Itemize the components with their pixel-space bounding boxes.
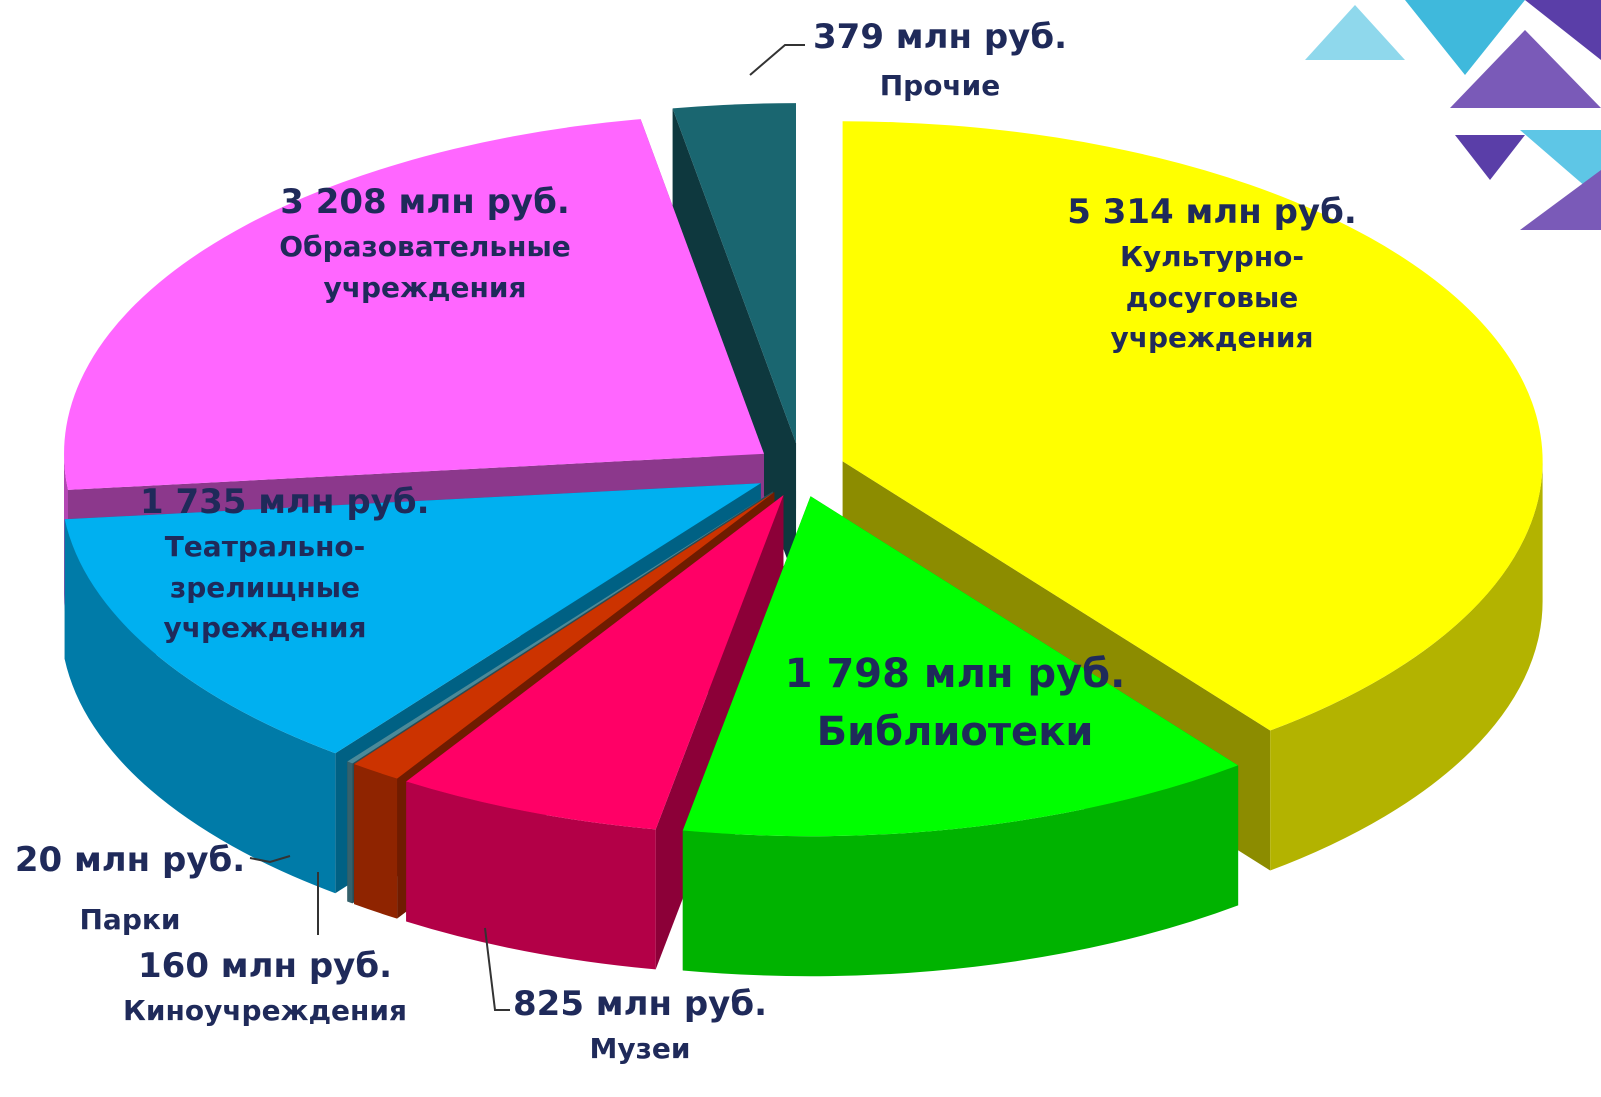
category-label: Театрально-зрелищные учреждения <box>163 530 367 645</box>
category-label: Киноучреждения <box>122 994 407 1028</box>
category-label: Парки <box>79 902 181 936</box>
category-label: Прочие <box>879 69 1001 103</box>
slice <box>347 491 773 764</box>
slice-wall <box>682 765 1239 977</box>
category-label: Культурно-досуговые учреждения <box>1110 240 1314 355</box>
value-label: 20 млн руб. <box>14 840 246 880</box>
label: 1 735 млн руб. Театрально-зрелищные учреж… <box>140 478 430 649</box>
label: 3 208 млн руб. Образовательные учреждения <box>245 178 605 308</box>
label: 1 798 млн руб. Библиотеки <box>745 645 1165 761</box>
slice-wall <box>406 781 656 970</box>
pie <box>64 103 1543 977</box>
slice <box>672 103 797 444</box>
slice <box>842 121 1543 731</box>
slice-wall <box>1270 461 1543 871</box>
slice <box>64 483 761 754</box>
label: 379 млн руб. Прочие <box>790 10 1090 109</box>
leader-lines <box>249 44 805 1011</box>
label: 5 314 млн руб. Культурно-досуговые учрежд… <box>1062 188 1362 359</box>
category-label: Образовательные учреждения <box>279 230 571 304</box>
slice <box>64 119 765 490</box>
slice <box>406 495 784 830</box>
slice <box>354 492 775 779</box>
value-label: 1 798 млн руб. <box>784 651 1126 697</box>
value-label: 825 млн руб. <box>513 984 767 1024</box>
slice-wall <box>64 519 336 894</box>
value-label: 3 208 млн руб. <box>280 182 570 222</box>
label: 20 млн руб. Парки <box>5 828 255 946</box>
slice <box>682 496 1239 837</box>
value-label: 1 735 млн руб. <box>140 482 430 522</box>
slice-wall <box>347 761 353 904</box>
decoration <box>1305 0 1601 230</box>
label: 825 млн руб. Музеи <box>490 980 790 1070</box>
category-label: Музеи <box>589 1032 691 1066</box>
slice-wall <box>354 764 398 919</box>
value-label: 5 314 млн руб. <box>1067 192 1357 232</box>
category-label: Библиотеки <box>816 709 1094 755</box>
value-label: 160 млн руб. <box>138 946 392 986</box>
value-label: 379 млн руб. <box>813 17 1067 57</box>
label: 160 млн руб. Киноучреждения <box>100 942 430 1032</box>
slice-side <box>672 108 797 584</box>
